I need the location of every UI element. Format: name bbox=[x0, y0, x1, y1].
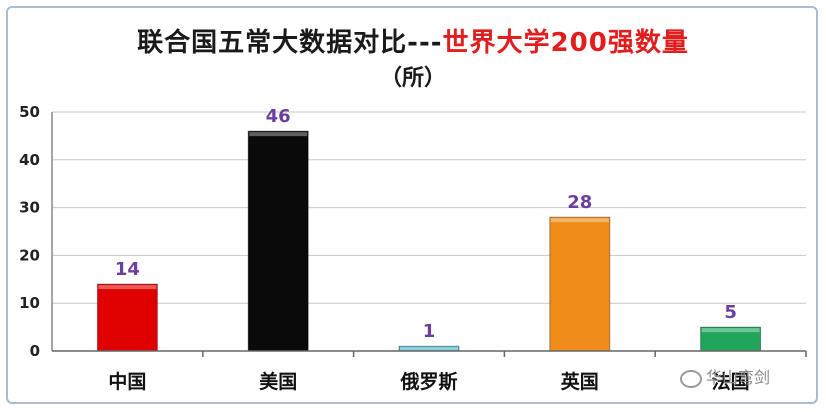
chart-title-part1: 联合国五常大数据对比--- bbox=[137, 28, 443, 58]
category-label: 俄罗斯 bbox=[399, 370, 457, 393]
y-tick-label: 10 bbox=[19, 294, 40, 312]
category-label: 英国 bbox=[561, 370, 599, 393]
y-tick-label: 50 bbox=[19, 103, 40, 121]
watermark-text: 华山弯剑 bbox=[706, 368, 771, 387]
category-label: 法国 bbox=[712, 370, 750, 393]
bar-highlight bbox=[98, 285, 157, 290]
bar-highlight bbox=[249, 132, 308, 137]
bar bbox=[247, 130, 309, 352]
data-label: 5 bbox=[724, 302, 737, 323]
y-tick-label: 30 bbox=[19, 199, 40, 217]
bar-highlight bbox=[701, 328, 760, 333]
bar bbox=[549, 216, 611, 352]
x-axis: 中国 美国 俄罗斯 英国 法国 bbox=[52, 350, 807, 393]
y-axis: 0 10 20 30 40 50 bbox=[19, 103, 53, 360]
data-label: 28 bbox=[567, 192, 592, 213]
grid-lines bbox=[52, 111, 806, 352]
watermark: 华山弯剑 bbox=[680, 364, 770, 388]
category-label: 中国 bbox=[108, 370, 146, 393]
data-label: 1 bbox=[423, 321, 436, 342]
wechat-icon bbox=[680, 369, 702, 388]
y-tick-label: 20 bbox=[19, 246, 40, 264]
data-label: 14 bbox=[115, 259, 140, 280]
chart-title-part2: 世界大学200强数量 bbox=[442, 28, 689, 58]
y-tick-label: 40 bbox=[19, 151, 40, 169]
bar bbox=[96, 283, 158, 352]
bar-highlight bbox=[400, 347, 458, 350]
data-label: 46 bbox=[266, 106, 291, 127]
bar-highlight bbox=[550, 218, 609, 223]
chart-title: 联合国五常大数据对比---世界大学200强数量 bbox=[0, 22, 826, 59]
bars: 14 46 1 28 5 bbox=[96, 106, 762, 352]
category-label: 美国 bbox=[259, 370, 297, 393]
chart-subtitle: （所） bbox=[379, 66, 446, 91]
y-tick-label: 0 bbox=[30, 342, 40, 360]
